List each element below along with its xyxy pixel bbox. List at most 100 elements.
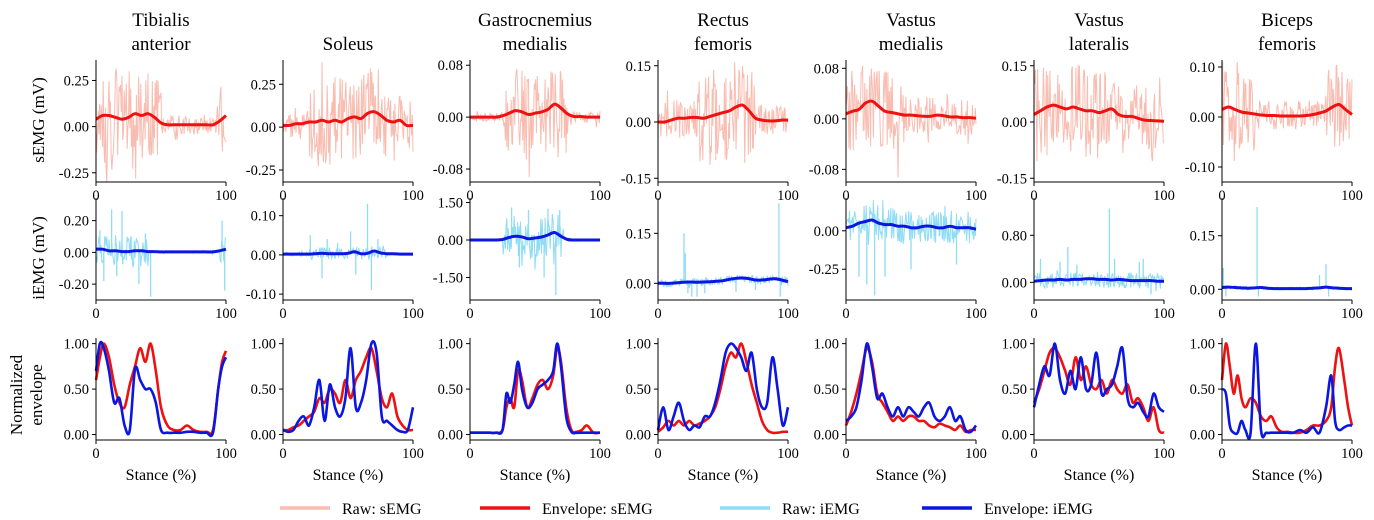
envelope-iemg <box>845 342 978 434</box>
y-tick-label: 0.08 <box>438 58 463 74</box>
envelope-iemg <box>656 342 790 432</box>
y-tick-label: 0.50 <box>438 382 463 398</box>
y-tick-label: -0.15 <box>621 171 651 187</box>
envelope-semg <box>844 346 977 434</box>
axes: -0.25 0.00 0.25 0 100 <box>246 60 424 204</box>
x-tick-label: 0 <box>466 188 473 204</box>
y-tick-label: 0.00 <box>1002 428 1027 444</box>
envelope-iemg <box>658 276 789 285</box>
y-tick-label: -0.08 <box>433 162 463 178</box>
panel-semg-7: -0.10 0.00 0.10 0 100 <box>1185 60 1363 204</box>
y-tick-label: 0.08 <box>814 61 839 77</box>
envelope-iemg <box>1033 277 1165 283</box>
y-tick-label: 0.00 <box>1002 115 1027 131</box>
y-tick-label: 0.00 <box>438 110 463 126</box>
axes: -0.20 0.00 0.20 0 100 <box>59 198 237 322</box>
x-tick-label: 100 <box>589 188 611 204</box>
panel-norm-2: 0.00 0.50 1.00 0 100 Stance (%) <box>251 337 424 484</box>
y-tick-label: 0.50 <box>1002 382 1027 398</box>
panel-norm-6: 0.00 0.50 1.00 0 100 Stance (%) <box>1002 337 1175 484</box>
y-tick-label: 0.50 <box>64 382 89 398</box>
x-tick-label: 0 <box>1030 188 1037 204</box>
panel-iemg-5: -0.25 0.00 0 100 <box>809 198 987 322</box>
envelope-semg <box>845 99 977 120</box>
y-tick-label: 0.00 <box>251 120 276 136</box>
y-tick-label: 0.15 <box>626 226 651 242</box>
x-axis-label: Stance (%) <box>500 467 571 484</box>
panel-iemg-4: 0.00 0.15 0 100 <box>626 198 799 322</box>
y-tick-label: 0.10 <box>1190 60 1215 76</box>
x-tick-label: 0 <box>654 188 661 204</box>
envelope-iemg <box>1032 342 1165 419</box>
y-tick-label: 0.00 <box>814 428 839 444</box>
y-tick-label: 0.00 <box>1002 275 1027 291</box>
y-tick-label: 0.00 <box>1190 428 1215 444</box>
x-axis-label: Stance (%) <box>126 467 197 484</box>
y-tick-label: 1.00 <box>251 337 276 353</box>
axes: 0.00 0.15 0 100 <box>626 198 799 322</box>
muscle-title-4-line-1: Rectus <box>697 10 749 31</box>
x-tick-label: 100 <box>965 306 987 322</box>
muscle-title-7-line-2: femoris <box>1258 34 1316 55</box>
y-tick-label: -0.10 <box>246 287 276 303</box>
envelope-iemg <box>469 342 600 435</box>
y-tick-label: 0.00 <box>626 428 651 444</box>
raw-trace <box>657 62 789 165</box>
muscle-title-5-line-2: medialis <box>879 34 943 55</box>
x-tick-label: 100 <box>965 446 987 462</box>
muscle-title-1-line-1: Tibialis <box>132 10 189 31</box>
y-tick-label: 0.00 <box>814 224 839 240</box>
x-tick-label: 100 <box>1153 306 1175 322</box>
x-tick-label: 100 <box>965 188 987 204</box>
y-tick-label: 0.00 <box>814 112 839 128</box>
axes: 0.00 0.15 0 100 <box>1190 198 1363 322</box>
raw-trace <box>845 65 977 178</box>
x-tick-label: 0 <box>279 188 286 204</box>
x-tick-label: 0 <box>842 188 849 204</box>
muscle-title-6-line-1: Vastus <box>1074 10 1124 31</box>
y-tick-label: -0.25 <box>809 262 839 278</box>
axes: -0.08 0.00 0.08 0 100 <box>433 58 611 204</box>
legend-label-env-iemg: Envelope: iEMG <box>984 501 1093 518</box>
panels: -0.250.000.250 100-0.250.000.250 100-0.080… <box>59 58 1363 484</box>
y-tick-label: 0.00 <box>438 428 463 444</box>
y-tick-label: 0.50 <box>251 382 276 398</box>
muscle-title-6-line-2: lateralis <box>1069 34 1129 55</box>
x-tick-label: 0 <box>654 446 661 462</box>
y-tick-label: 0.00 <box>626 276 651 292</box>
y-tick-label: -1.50 <box>433 271 463 287</box>
y-tick-label: -0.25 <box>59 166 89 182</box>
raw-trace <box>282 61 414 167</box>
x-axis-label: Stance (%) <box>1064 467 1135 484</box>
envelope-semg <box>282 110 414 128</box>
legend-label-raw-semg: Raw: sEMG <box>342 501 422 518</box>
panel-norm-3: 0.00 0.50 1.00 0 100 Stance (%) <box>438 337 611 484</box>
x-tick-label: 0 <box>1030 306 1037 322</box>
axes: -0.10 0.00 0.10 0 100 <box>246 198 424 322</box>
x-tick-label: 0 <box>92 306 99 322</box>
x-axis-label: Stance (%) <box>1252 467 1323 484</box>
y-tick-label: 0.00 <box>438 233 463 249</box>
axes: -0.15 0.00 0.15 0 100 <box>621 59 799 204</box>
x-tick-label: 100 <box>1341 306 1363 322</box>
x-tick-label: 100 <box>402 306 424 322</box>
y-tick-label: 0.25 <box>251 77 276 93</box>
axes: 0.00 0.50 1.00 0 100 Stance (%) <box>626 337 799 484</box>
envelope-iemg <box>470 230 600 242</box>
x-tick-label: 100 <box>215 188 237 204</box>
axes: -0.25 0.00 0.25 0 100 <box>59 60 237 204</box>
y-tick-label: 0.00 <box>251 428 276 444</box>
x-tick-label: 0 <box>842 306 849 322</box>
raw-trace <box>1221 61 1353 162</box>
x-tick-label: 0 <box>279 446 286 462</box>
axes: 0.00 0.50 1.00 0 100 Stance (%) <box>1002 337 1175 484</box>
y-tick-label: 1.00 <box>1002 337 1027 353</box>
x-tick-label: 0 <box>1218 446 1225 462</box>
y-tick-label: 0.10 <box>251 209 276 225</box>
y-tick-label: 0.00 <box>1190 282 1215 298</box>
x-axis-label: Stance (%) <box>876 467 947 484</box>
y-tick-label: 0.00 <box>64 245 89 261</box>
y-tick-label: -0.20 <box>59 277 89 293</box>
envelope-iemg <box>94 340 228 438</box>
